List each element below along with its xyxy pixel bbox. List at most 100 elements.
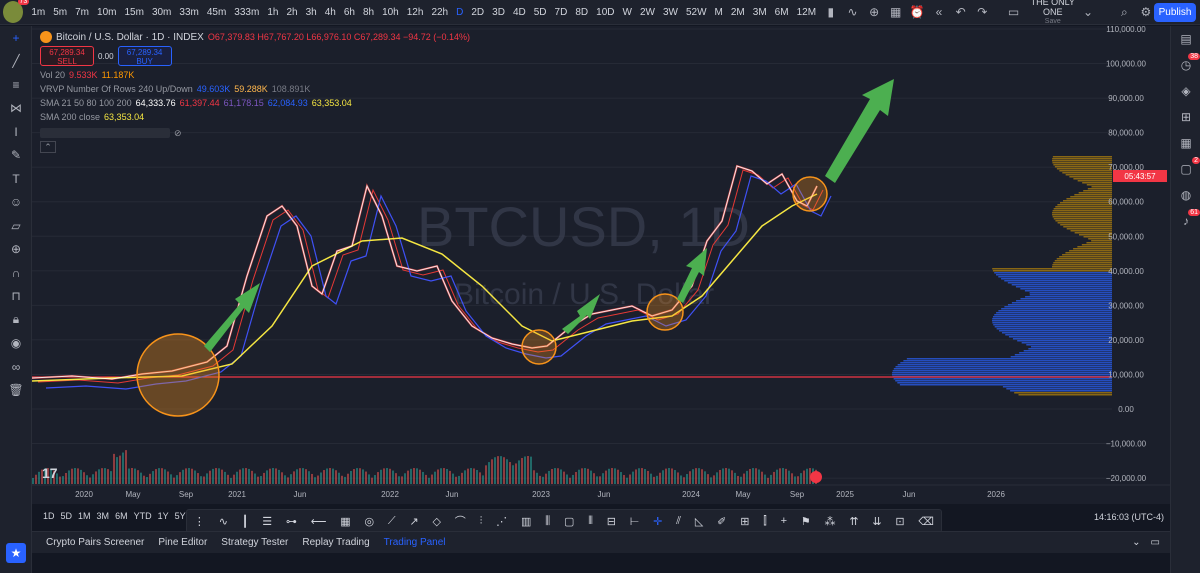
range-3M[interactable]: 3M [96,511,110,521]
lock-icon[interactable]: 🔒︎ [12,312,20,327]
bars-icon[interactable]: ⫼ [545,514,551,527]
notifications-icon[interactable]: ♪ 61 [1183,209,1200,228]
interval-10m[interactable]: 10m [97,6,117,18]
interval-12M[interactable]: 12M [796,6,817,18]
chart-pattern-icon[interactable]: ⫶ [479,514,483,527]
interval-45m[interactable]: 45m [206,6,227,18]
interval-2M[interactable]: 2M [730,6,745,18]
chat-icon[interactable]: ▢ 2 [1180,157,1200,176]
angle-icon[interactable]: ◺ [694,515,704,528]
redo-icon[interactable]: ↷ [977,5,988,19]
interval-7m[interactable]: 7m [75,6,90,18]
people-icon[interactable]: ⁂ [824,515,836,528]
range-1M[interactable]: 1M [78,511,91,521]
brush-icon[interactable]: ✎ [10,148,22,163]
layout-save[interactable]: Save [1044,18,1061,25]
eraser-icon[interactable]: ⌫ [918,515,934,528]
interval-1m[interactable]: 1m [31,6,46,18]
alert-icon[interactable]: ⏰ [909,5,925,19]
price-axis[interactable]: 110,000.00 100,000.00 90,000.00 80,000.00 70… [1106,26,1147,483]
flag-icon[interactable] [810,471,822,483]
interval-6h[interactable]: 6h [343,6,355,18]
interval-15m[interactable]: 15m [124,6,144,18]
interval-10D[interactable]: 10D [596,6,615,18]
pattern-tool-icon[interactable]: ⊶ [285,515,297,528]
buy-button[interactable]: 67,289.34 BUY [117,46,172,66]
interval-30m[interactable]: 30m [151,6,172,18]
range-YTD[interactable]: YTD [133,511,152,521]
vline-icon[interactable]: ┃ [241,515,249,528]
plus-tool-icon[interactable]: + [780,515,787,527]
long-pos-icon[interactable]: ⇈ [849,515,859,528]
time-axis[interactable]: 2020 May Sep 2021 Jun 2022 Jun 2023 Jun 2024 May Se… [75,490,1005,499]
undo-icon[interactable]: ↶ [955,5,966,19]
maximize-icon[interactable]: ▭ [1150,537,1160,548]
interval-4D[interactable]: 4D [512,6,526,18]
interval-8D[interactable]: 8D [575,6,589,18]
interval-33m[interactable]: 33m [179,6,199,18]
magnet-icon[interactable]: ∩ [11,265,21,280]
interval-2W[interactable]: 2W [639,6,655,18]
interval-M[interactable]: M [714,6,723,18]
range-1D[interactable]: 1D [43,511,55,521]
hotlist-icon[interactable]: ⊞ [1180,110,1192,124]
range-5Y[interactable]: 5Y [174,511,186,521]
wave-icon[interactable]: ∿ [218,515,228,528]
price-label-icon[interactable]: ⊡ [895,515,905,528]
templates-icon[interactable]: ▦ [890,5,902,19]
interval-W[interactable]: W [622,6,632,18]
fib-icon[interactable]: ≡ [12,77,20,92]
range-1Y[interactable]: 1Y [157,511,169,521]
trendline-icon[interactable]: ╱ [12,54,20,69]
replay-icon[interactable]: « [935,5,943,19]
interval-2D[interactable]: 2D [471,6,485,18]
price-chart[interactable]: BTCUSD, 1D Bitcoin / U.S. Dollar 110,000… [32,26,1170,504]
interval-4h[interactable]: 4h [324,6,336,18]
range-6M[interactable]: 6M [115,511,128,521]
interval-22h[interactable]: 22h [431,6,449,18]
interval-1h[interactable]: 1h [267,6,279,18]
interval-3W[interactable]: 3W [662,6,678,18]
symbol-title[interactable]: Bitcoin / U.S. Dollar · 1D · INDEX [56,31,204,43]
publish-button[interactable]: Publish [1154,3,1196,22]
short-pos-icon[interactable]: ⇊ [872,515,882,528]
interval-5m[interactable]: 5m [53,6,68,18]
elliott-icon[interactable]: ⋰ [496,515,508,528]
curve-icon[interactable]: ⌒ [454,516,466,528]
crosshair-icon[interactable]: + [12,30,20,45]
interval-3M[interactable]: 3M [752,6,767,18]
interval-3D[interactable]: 3D [492,6,505,18]
interval-7D[interactable]: 7D [554,6,568,18]
pattern-icon[interactable]: ⋈ [10,101,22,116]
cross-tool-icon[interactable]: ✛ [653,515,663,528]
interval-2h[interactable]: 2h [286,6,298,18]
measure-icon[interactable]: I [14,124,18,139]
diamond-icon[interactable]: ◇ [432,515,441,528]
clock[interactable]: 14:16:03 (UTC-4) [1093,512,1164,522]
ray-icon[interactable]: ↗ [409,515,419,528]
interval-10h[interactable]: 10h [382,6,399,18]
hidden-indicator-bar[interactable] [40,128,170,138]
interval-52W[interactable]: 52W [685,6,707,18]
range-5D[interactable]: 5D [60,511,73,521]
tab-trading-panel[interactable]: Trading Panel [383,537,446,548]
circle-tool-icon[interactable]: ◎ [364,515,375,528]
watchlist-icon[interactable]: ▤ [1180,32,1192,46]
sma-label[interactable]: SMA 21 50 80 100 200 [40,98,132,108]
chevron-down-icon[interactable]: ⌄ [1082,5,1094,19]
fan-icon[interactable]: ⫽ [676,514,682,527]
collapse-legend-icon[interactable]: ⌃ [40,141,56,153]
grip-icon[interactable]: ⋮ [193,515,205,528]
layers-icon[interactable]: ◈ [1181,84,1191,98]
calendar-icon[interactable]: ▦ [1180,136,1192,150]
box-icon[interactable]: ▢ [564,515,575,528]
range-icon[interactable]: ⊟ [606,515,616,528]
grid-tool-icon[interactable]: ▦ [340,515,351,528]
tab-replay-trading[interactable]: Replay Trading [302,537,370,548]
interval-5D[interactable]: 5D [533,6,547,18]
flag-tool-icon[interactable]: ⚑ [800,515,811,528]
vrvp-label[interactable]: VRVP Number Of Rows 240 Up/Down [40,84,193,94]
lock-drawings-icon[interactable]: ⊓ [11,289,21,304]
sell-button[interactable]: 67,289.34 SELL [40,46,94,66]
user-avatar[interactable]: 73 [3,0,30,23]
